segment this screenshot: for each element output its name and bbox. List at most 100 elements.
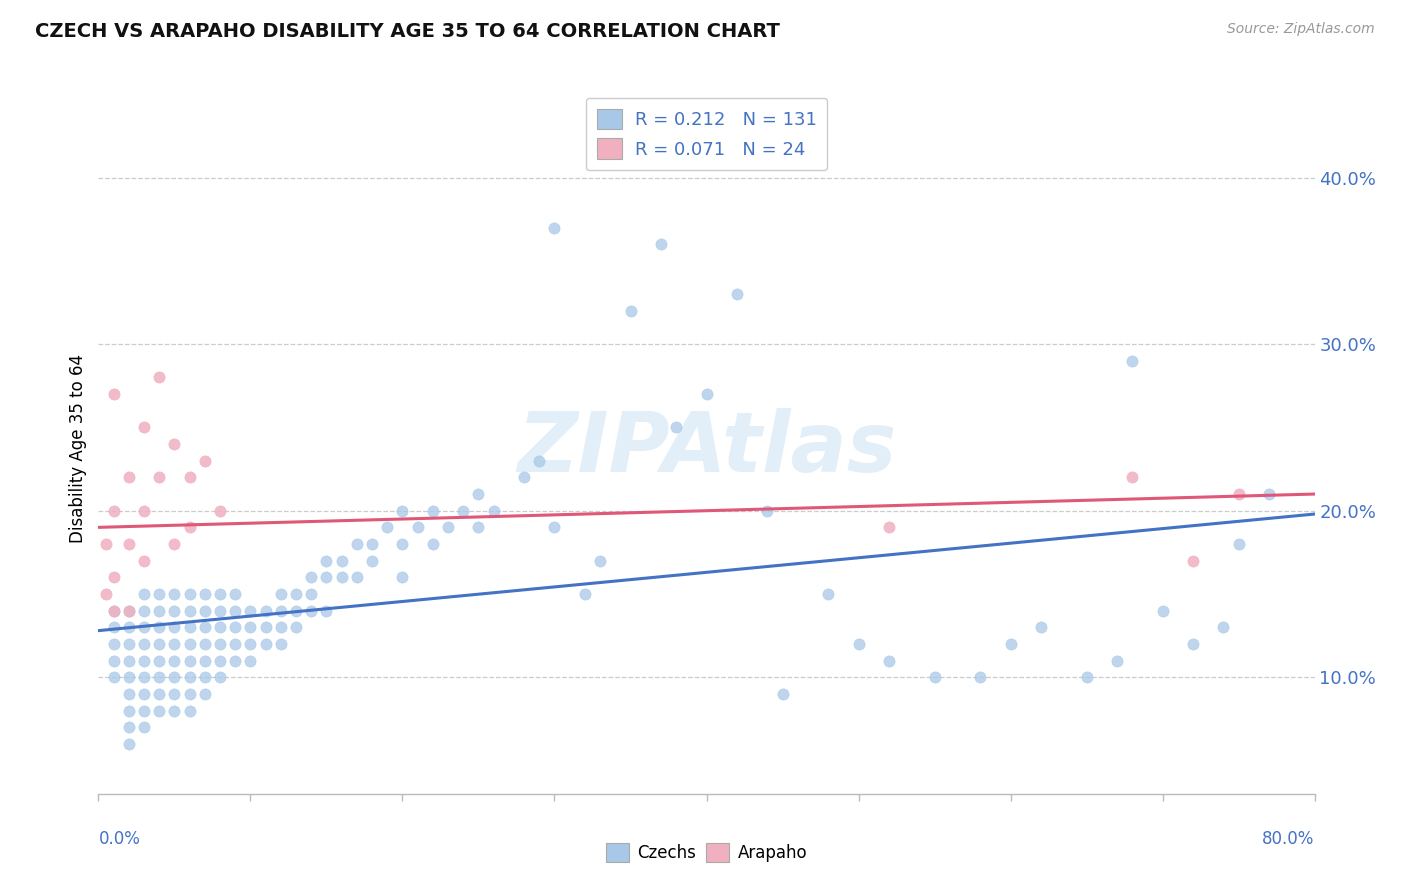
Point [375,520,398,534]
Point [209,637,232,651]
Point [163,637,186,651]
Point [543,220,565,235]
Point [1182,637,1205,651]
Point [163,437,186,451]
Point [118,737,141,751]
Y-axis label: Disability Age 35 to 64: Disability Age 35 to 64 [69,354,87,542]
Point [467,487,489,501]
Point [132,504,155,518]
Point [315,554,337,568]
Point [453,504,475,518]
Text: 0.0%: 0.0% [98,830,141,847]
Point [285,620,308,634]
Point [299,587,322,601]
Point [254,604,277,618]
Point [118,637,141,651]
Point [422,537,444,551]
Point [194,587,217,601]
Point [209,654,232,668]
Point [224,654,246,668]
Point [239,654,262,668]
Point [1227,487,1250,501]
Point [118,720,141,734]
Point [285,587,308,601]
Point [270,604,292,618]
Point [239,604,262,618]
Point [437,520,460,534]
Text: CZECH VS ARAPAHO DISABILITY AGE 35 TO 64 CORRELATION CHART: CZECH VS ARAPAHO DISABILITY AGE 35 TO 64… [35,22,780,41]
Point [756,504,779,518]
Point [132,720,155,734]
Point [1121,353,1143,368]
Point [194,637,217,651]
Text: 80.0%: 80.0% [1263,830,1315,847]
Text: Source: ZipAtlas.com: Source: ZipAtlas.com [1227,22,1375,37]
Point [209,604,232,618]
Point [94,587,117,601]
Point [848,637,870,651]
Point [270,620,292,634]
Point [179,604,201,618]
Point [467,520,489,534]
Point [148,704,170,718]
Point [118,654,141,668]
Point [482,504,505,518]
Point [103,637,125,651]
Point [299,570,322,584]
Point [179,670,201,684]
Point [194,687,217,701]
Point [422,504,444,518]
Point [148,670,170,684]
Point [969,670,991,684]
Point [665,420,688,434]
Point [239,620,262,634]
Point [1182,554,1205,568]
Point [1152,604,1174,618]
Point [163,604,186,618]
Point [103,620,125,634]
Point [1105,654,1128,668]
Point [529,454,551,468]
Point [513,470,536,484]
Point [696,387,718,401]
Point [254,620,277,634]
Point [132,604,155,618]
Point [1121,470,1143,484]
Point [194,454,217,468]
Point [650,237,672,252]
Point [94,537,117,551]
Point [877,520,900,534]
Point [148,654,170,668]
Point [148,587,170,601]
Point [330,554,353,568]
Point [725,287,748,301]
Point [118,670,141,684]
Point [224,620,246,634]
Point [391,537,413,551]
Point [163,654,186,668]
Point [330,570,353,584]
Point [179,704,201,718]
Point [239,637,262,651]
Point [1000,637,1022,651]
Legend: Czechs, Arapaho: Czechs, Arapaho [599,836,814,869]
Point [346,570,368,584]
Point [118,470,141,484]
Point [148,687,170,701]
Point [103,670,125,684]
Point [179,620,201,634]
Point [132,420,155,434]
Point [817,587,839,601]
Point [103,387,125,401]
Point [163,620,186,634]
Point [148,370,170,384]
Point [224,637,246,651]
Point [132,704,155,718]
Point [103,654,125,668]
Point [132,654,155,668]
Point [103,504,125,518]
Point [179,687,201,701]
Point [103,570,125,584]
Point [163,704,186,718]
Point [179,637,201,651]
